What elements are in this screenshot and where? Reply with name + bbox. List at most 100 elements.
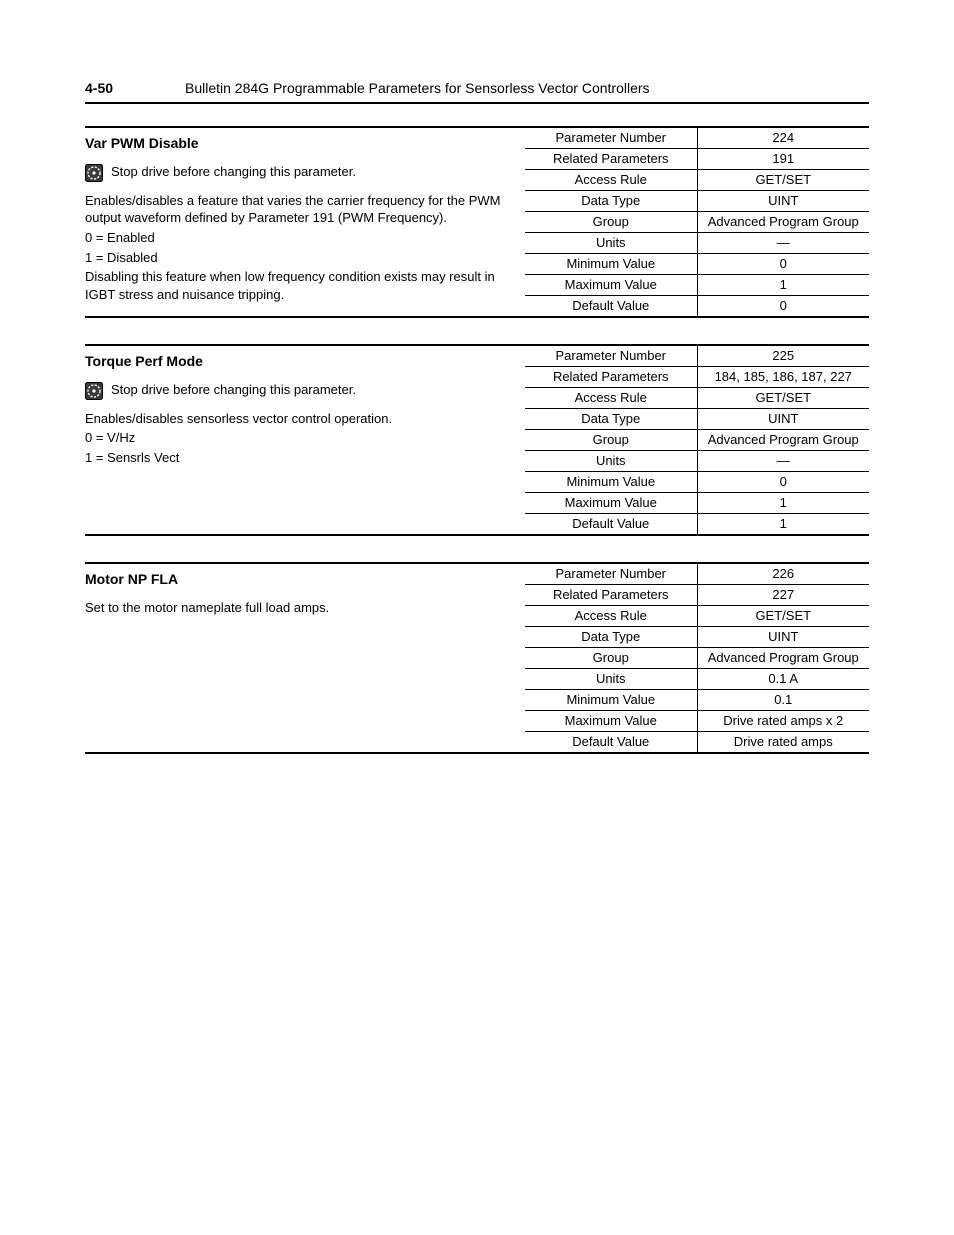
param-key: Maximum Value: [525, 711, 697, 732]
stop-drive-icon: [85, 382, 103, 400]
param-table: Parameter Number224Related Parameters191…: [525, 128, 869, 318]
param-value: 0.1: [697, 690, 869, 711]
param-value: Drive rated amps x 2: [697, 711, 869, 732]
table-row: Maximum ValueDrive rated amps x 2: [525, 711, 869, 732]
table-row: Default ValueDrive rated amps: [525, 732, 869, 754]
param-key: Group: [525, 212, 697, 233]
param-value: 1: [697, 514, 869, 536]
param-table-column: Parameter Number224Related Parameters191…: [525, 128, 869, 318]
table-row: GroupAdvanced Program Group: [525, 430, 869, 451]
param-value: 225: [697, 346, 869, 367]
param-value: —: [697, 233, 869, 254]
param-key: Parameter Number: [525, 564, 697, 585]
param-block: Var PWM Disable Stop drive before changi…: [85, 126, 869, 318]
table-row: Minimum Value0.1: [525, 690, 869, 711]
param-title: Motor NP FLA: [85, 570, 517, 589]
param-key: Minimum Value: [525, 690, 697, 711]
param-key: Related Parameters: [525, 585, 697, 606]
param-key: Default Value: [525, 296, 697, 318]
stop-drive-warning-text: Stop drive before changing this paramete…: [111, 381, 356, 399]
param-description-column: Var PWM Disable Stop drive before changi…: [85, 128, 525, 318]
param-description-line: Enables/disables sensorless vector contr…: [85, 410, 517, 428]
header-rule: [85, 102, 869, 104]
param-table-column: Parameter Number226Related Parameters227…: [525, 564, 869, 754]
table-row: Units—: [525, 233, 869, 254]
param-value: UINT: [697, 627, 869, 648]
param-value: UINT: [697, 409, 869, 430]
param-value: 0: [697, 472, 869, 493]
table-row: Default Value1: [525, 514, 869, 536]
param-description: Enables/disables a feature that varies t…: [85, 192, 517, 303]
param-value: Advanced Program Group: [697, 430, 869, 451]
param-table: Parameter Number225Related Parameters184…: [525, 346, 869, 536]
param-key: Parameter Number: [525, 128, 697, 149]
table-row: Data TypeUINT: [525, 191, 869, 212]
param-value: 0: [697, 296, 869, 318]
param-key: Parameter Number: [525, 346, 697, 367]
param-key: Maximum Value: [525, 275, 697, 296]
param-block: Motor NP FLA Set to the motor nameplate f…: [85, 562, 869, 754]
param-key: Default Value: [525, 514, 697, 536]
param-title: Torque Perf Mode: [85, 352, 517, 371]
table-row: Related Parameters227: [525, 585, 869, 606]
param-description-line: 0 = Enabled: [85, 229, 517, 247]
param-description-line: 0 = V/Hz: [85, 429, 517, 447]
param-key: Units: [525, 233, 697, 254]
param-description: Enables/disables sensorless vector contr…: [85, 410, 517, 467]
param-value: 226: [697, 564, 869, 585]
table-row: Access RuleGET/SET: [525, 388, 869, 409]
stop-drive-warning-text: Stop drive before changing this paramete…: [111, 163, 356, 181]
param-title: Var PWM Disable: [85, 134, 517, 153]
param-description-line: 1 = Disabled: [85, 249, 517, 267]
param-description-line: Set to the motor nameplate full load amp…: [85, 599, 517, 617]
param-key: Data Type: [525, 409, 697, 430]
param-key: Maximum Value: [525, 493, 697, 514]
param-key: Minimum Value: [525, 254, 697, 275]
param-description-line: Enables/disables a feature that varies t…: [85, 192, 517, 227]
param-value: 191: [697, 149, 869, 170]
param-key: Access Rule: [525, 170, 697, 191]
page: 4-50 Bulletin 284G Programmable Paramete…: [0, 0, 954, 1235]
param-key: Units: [525, 451, 697, 472]
param-value: Advanced Program Group: [697, 648, 869, 669]
table-row: Data TypeUINT: [525, 627, 869, 648]
param-description-line: Disabling this feature when low frequenc…: [85, 268, 517, 303]
param-key: Access Rule: [525, 388, 697, 409]
param-table-column: Parameter Number225Related Parameters184…: [525, 346, 869, 536]
table-row: Maximum Value1: [525, 493, 869, 514]
param-key: Group: [525, 430, 697, 451]
table-row: Access RuleGET/SET: [525, 170, 869, 191]
param-value: GET/SET: [697, 388, 869, 409]
table-row: Units0.1 A: [525, 669, 869, 690]
param-value: 224: [697, 128, 869, 149]
param-value: GET/SET: [697, 606, 869, 627]
table-row: Related Parameters191: [525, 149, 869, 170]
param-value: Advanced Program Group: [697, 212, 869, 233]
param-key: Default Value: [525, 732, 697, 754]
param-value: 1: [697, 493, 869, 514]
table-row: Access RuleGET/SET: [525, 606, 869, 627]
param-key: Data Type: [525, 627, 697, 648]
param-value: —: [697, 451, 869, 472]
param-value: 227: [697, 585, 869, 606]
param-description-column: Motor NP FLA Set to the motor nameplate f…: [85, 564, 525, 754]
stop-drive-warning: Stop drive before changing this paramete…: [85, 381, 517, 400]
param-key: Units: [525, 669, 697, 690]
stop-drive-icon: [85, 164, 103, 182]
param-description: Set to the motor nameplate full load amp…: [85, 599, 517, 617]
table-row: Parameter Number226: [525, 564, 869, 585]
table-row: Units—: [525, 451, 869, 472]
table-row: Related Parameters184, 185, 186, 187, 22…: [525, 367, 869, 388]
table-row: Maximum Value1: [525, 275, 869, 296]
param-value: 0.1 A: [697, 669, 869, 690]
table-row: GroupAdvanced Program Group: [525, 648, 869, 669]
param-description-line: 1 = Sensrls Vect: [85, 449, 517, 467]
page-title: Bulletin 284G Programmable Parameters fo…: [185, 80, 650, 96]
param-value: 1: [697, 275, 869, 296]
table-row: Parameter Number225: [525, 346, 869, 367]
param-table: Parameter Number226Related Parameters227…: [525, 564, 869, 754]
param-key: Minimum Value: [525, 472, 697, 493]
param-key: Related Parameters: [525, 149, 697, 170]
stop-drive-warning: Stop drive before changing this paramete…: [85, 163, 517, 182]
table-row: Data TypeUINT: [525, 409, 869, 430]
